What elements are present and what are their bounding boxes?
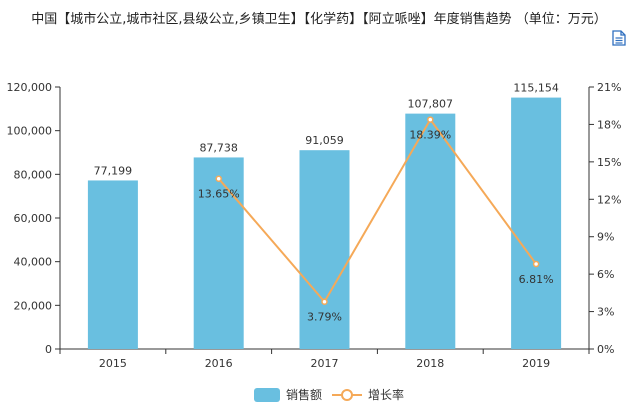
bar-value-label: 107,807 [408,98,454,111]
legend-item-growth[interactable]: 增长率 [332,386,404,403]
growth-point [321,298,328,305]
bar-series [87,97,562,349]
bar-value-label: 87,738 [199,141,238,154]
growth-point [427,116,434,123]
growth-value-label: 18.39% [409,129,451,142]
growth-value-label: 13.65% [198,188,240,201]
bar-value-label: 115,154 [513,82,559,95]
y-left-tick-label: 0 [45,343,52,356]
y-left-tick-label: 120,000 [7,81,53,94]
y-left-tick-label: 80,000 [14,168,53,181]
y-right-tick-label: 21% [597,81,621,94]
x-tick-label: 2016 [205,357,233,370]
legend: 销售额 增长率 [0,386,638,404]
growth-point [532,260,540,268]
bar [405,113,456,349]
y-left-tick-label: 20,000 [14,299,53,312]
y-right-tick-label: 9% [597,231,614,244]
x-tick-label: 2019 [522,357,550,370]
bar [299,150,350,349]
chart-axes: 0 20,000 40,000 60,000 80,000 100,000 120,000 0… [7,81,622,370]
legend-line-swatch [332,388,362,401]
y-right-tick-label: 6% [597,268,614,281]
growth-point [215,175,222,182]
document-icon[interactable] [612,30,626,46]
legend-label-sales: 销售额 [286,388,323,402]
y-left-tick-label: 40,000 [14,256,53,269]
legend-label-growth: 增长率 [368,388,405,402]
y-right-tick-label: 3% [597,306,614,319]
y-left-tick-label: 100,000 [7,125,53,138]
legend-item-sales[interactable]: 销售额 [254,386,322,403]
growth-line [217,117,537,304]
bar [511,97,562,349]
legend-bar-swatch [254,387,280,402]
x-tick-label: 2015 [99,357,127,370]
x-tick-label: 2018 [416,357,444,370]
line-series [215,116,540,305]
y-right-tick-label: 18% [597,118,621,131]
bar [193,157,244,349]
y-right-tick-label: 0% [597,343,614,356]
y-right-tick-label: 15% [597,156,621,169]
growth-value-label: 3.79% [307,311,342,324]
y-left-tick-label: 60,000 [14,212,53,225]
growth-value-label: 6.81% [519,273,554,286]
chart-title: 中国【城市公立,城市社区,县级公立,乡镇卫生】【化学药】【阿立哌唑】年度销售趋势… [31,12,607,27]
bar-value-label: 77,199 [94,164,133,177]
y-right-tick-label: 12% [597,193,621,206]
bar [87,180,138,349]
x-tick-label: 2017 [311,357,339,370]
bar-value-label: 91,059 [305,134,344,147]
data-labels: 77,199 87,738 91,059 107,807 115,154 13.65% 3.… [94,82,559,324]
